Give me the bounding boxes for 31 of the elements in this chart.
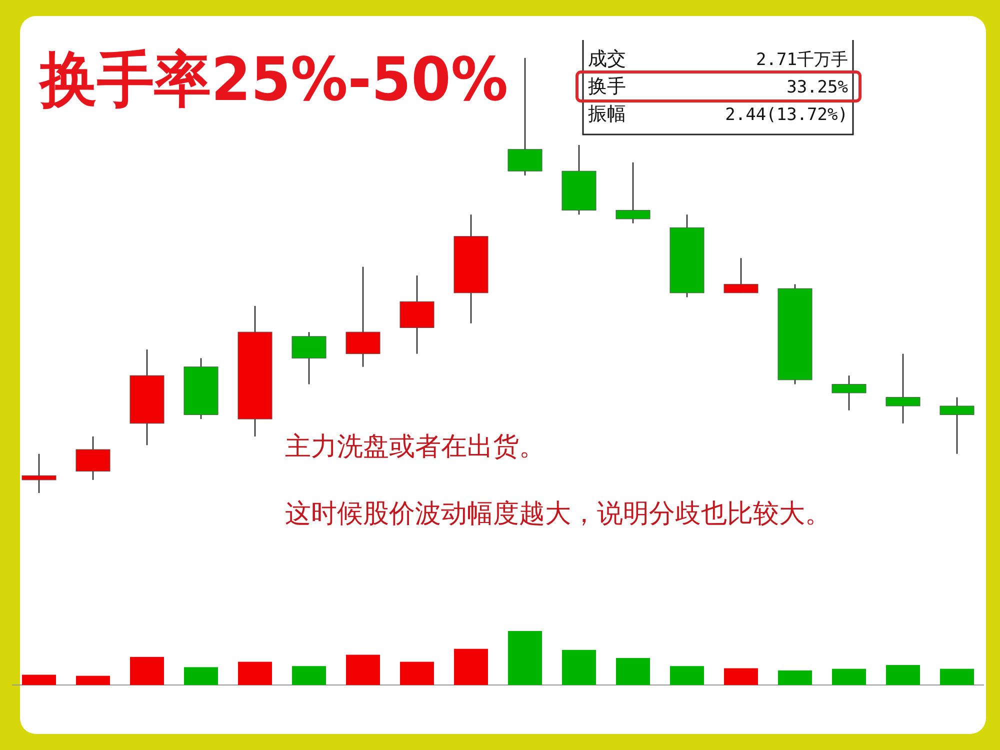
bar [616, 658, 650, 685]
bar [886, 665, 920, 685]
bar [292, 666, 326, 685]
candlestick [940, 396, 974, 454]
bar [670, 666, 704, 685]
bar [184, 667, 218, 685]
bar [724, 668, 758, 685]
bar [454, 648, 488, 685]
bar [346, 654, 380, 685]
text: 这时候股价波动幅度越大，说明分歧也比较大。 [285, 499, 831, 529]
annotation: 换手 [588, 76, 626, 98]
bar [508, 631, 542, 685]
bar [778, 670, 812, 685]
bar [238, 662, 272, 685]
candlestick [616, 162, 650, 224]
chart-title: 换手率25%-50% [38, 45, 532, 115]
annotation: 2.44(13.72%) [725, 105, 848, 125]
bar [832, 668, 866, 685]
bar [76, 676, 110, 685]
bar [22, 674, 56, 685]
candlestick [886, 353, 920, 424]
annotation: 振幅 [588, 103, 626, 125]
annotation: 成交 [588, 48, 626, 70]
bar [562, 650, 596, 685]
candlestick [22, 453, 56, 494]
bar [130, 656, 164, 685]
annotation: 33.25% [786, 78, 848, 98]
annotation: 主力洗盘或者在出货。 [285, 432, 545, 462]
annotation: 2.71千万手 [756, 50, 848, 70]
bar [400, 662, 434, 685]
bar [940, 668, 974, 685]
